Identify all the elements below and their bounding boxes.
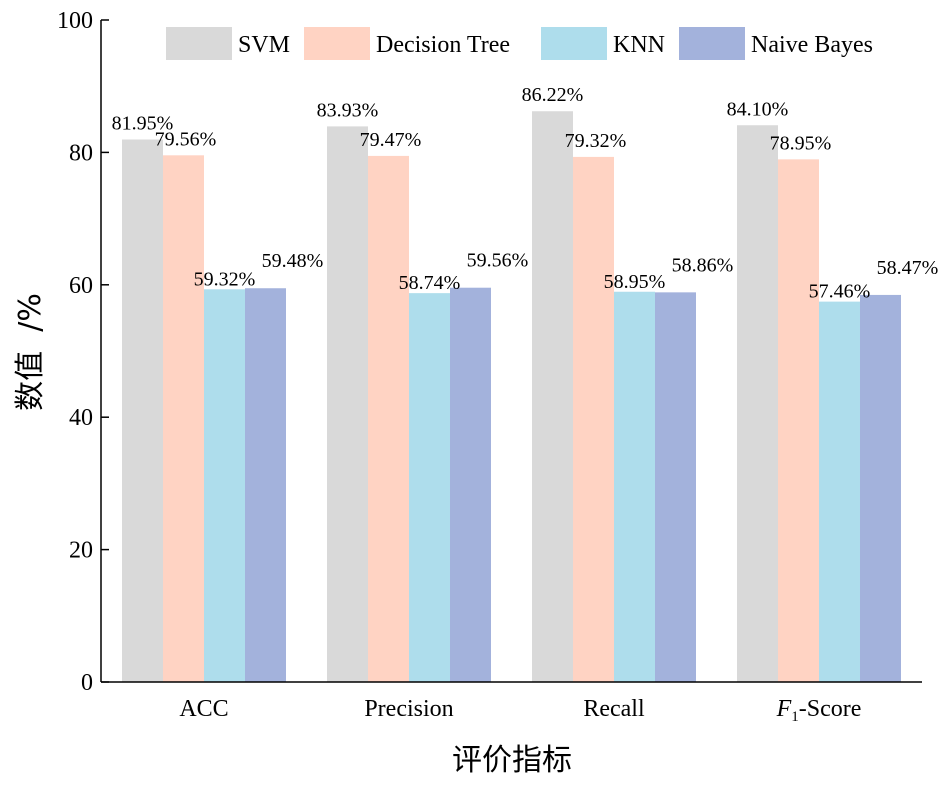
legend-item-decision-tree: Decision Tree <box>304 27 510 60</box>
bar-naive-bayes-1 <box>450 287 491 682</box>
x-ticks-layer: ACC Precision Recall F1-Score <box>179 696 861 725</box>
data-label: 83.93% <box>317 99 379 121</box>
y-tick-label: 60 <box>69 273 93 299</box>
bar-naive-bayes-0 <box>245 288 286 682</box>
legend-swatch <box>166 27 232 60</box>
bar-naive-bayes-2 <box>655 292 696 682</box>
bar-knn-3 <box>819 301 860 682</box>
y-tick-label: 100 <box>57 8 93 34</box>
data-label: 58.74% <box>399 272 461 294</box>
bar-decision-tree-3 <box>778 159 819 682</box>
data-label: 78.95% <box>770 132 832 154</box>
legend-swatch <box>304 27 370 60</box>
data-label: 59.56% <box>467 250 529 272</box>
legend-item-knn: KNN <box>541 27 665 60</box>
bar-decision-tree-2 <box>573 156 614 682</box>
legend: SVM Decision Tree KNN Naive Bayes <box>166 27 873 60</box>
legend-swatch <box>541 27 607 60</box>
data-label: 86.22% <box>522 84 584 106</box>
bar-svm-3 <box>737 125 778 683</box>
bar-svm-2 <box>532 111 573 682</box>
bars-layer <box>122 111 901 683</box>
y-ticks-layer: 0 20 40 60 80 100 <box>57 8 109 696</box>
x-tick-label: Recall <box>583 696 645 722</box>
bar-naive-bayes-3 <box>860 294 901 682</box>
data-label: 58.86% <box>672 254 734 276</box>
y-tick-label: 40 <box>69 405 93 431</box>
data-label: 79.32% <box>565 130 627 152</box>
legend-label: Decision Tree <box>376 32 510 58</box>
legend-label: KNN <box>613 32 665 58</box>
bar-decision-tree-0 <box>163 155 204 682</box>
bar-svm-0 <box>122 139 163 683</box>
data-label: 58.47% <box>877 257 939 279</box>
bar-decision-tree-1 <box>368 155 409 683</box>
data-label: 57.46% <box>809 281 871 303</box>
data-label: 84.10% <box>727 98 789 120</box>
data-label: 79.47% <box>360 129 422 151</box>
y-axis-title: 数值 /% <box>13 293 48 411</box>
legend-swatch <box>679 27 745 60</box>
bar-svm-1 <box>327 126 368 682</box>
data-labels-layer: 81.95%79.56% 59.32% 59.48% 83.93% 79.47% 58.7… <box>112 84 939 302</box>
bar-knn-1 <box>409 293 450 682</box>
legend-item-naive-bayes: Naive Bayes <box>679 27 873 60</box>
data-label: 81.95% <box>112 112 174 134</box>
x-axis-title: 评价指标 <box>452 743 572 778</box>
bar-knn-2 <box>614 291 655 682</box>
x-tick-label: ACC <box>179 696 228 722</box>
data-label: 59.48% <box>262 250 324 272</box>
x-tick-label: F1-Score <box>776 696 862 725</box>
data-label: 58.95% <box>604 271 666 293</box>
y-tick-label: 20 <box>69 538 93 564</box>
bar-knn-0 <box>204 289 245 682</box>
legend-item-svm: SVM <box>166 27 290 60</box>
axes-layer <box>100 20 922 683</box>
data-label: 79.56% <box>155 128 217 150</box>
y-tick-label: 0 <box>81 670 93 696</box>
legend-label: Naive Bayes <box>751 32 873 58</box>
x-tick-label: Precision <box>364 696 453 722</box>
y-tick-label: 80 <box>69 140 93 166</box>
data-label: 59.32% <box>194 268 256 290</box>
legend-label: SVM <box>238 32 290 58</box>
